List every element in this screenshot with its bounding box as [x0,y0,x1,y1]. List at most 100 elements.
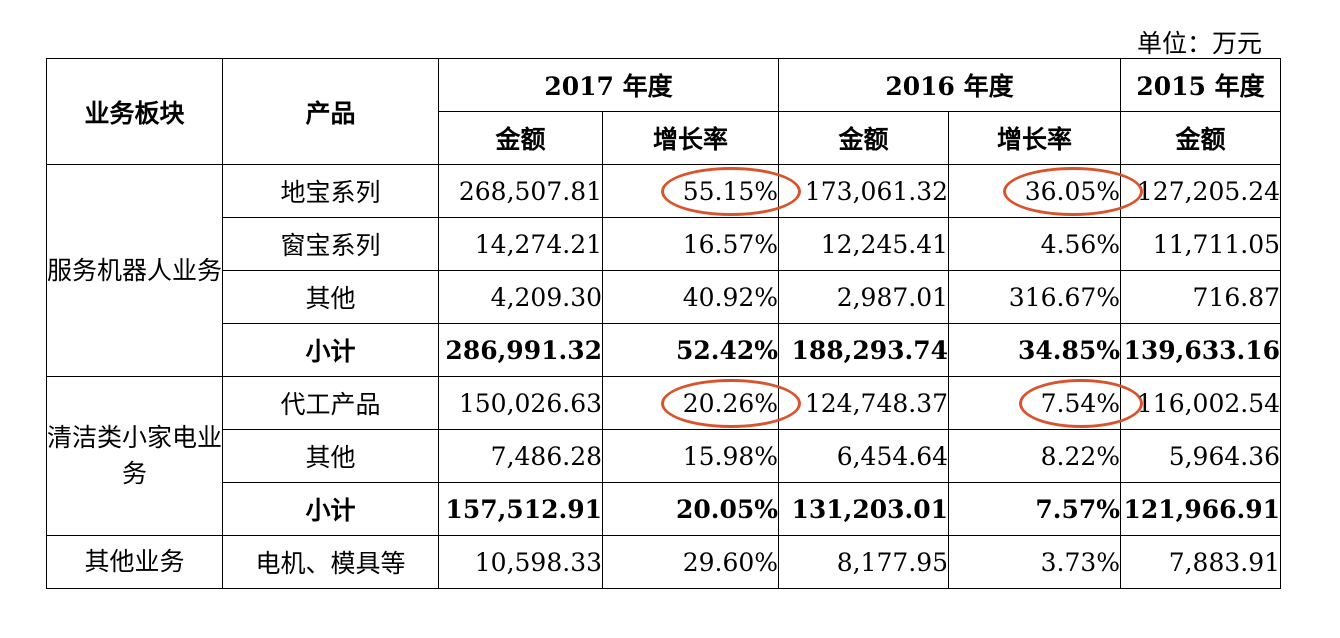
amount-2016-cell: 6,454.64 [778,429,950,483]
growth-2016-cell: 316.67% [948,270,1122,324]
amount-2016-value: 2,987.01 [836,282,949,312]
growth-2017-cell: 15.98% [601,429,780,483]
amount-2017-cell: 150,026.63 [438,376,603,430]
product-cell: 小计 [222,482,439,536]
amount-2016-cell: 188,293.74 [778,323,950,377]
header-2015-amount: 金额 [1120,111,1282,165]
growth-2017-value: 16.57% [682,229,779,259]
segment-cell: 服务机器人业务 [46,164,223,377]
product-cell: 电机、模具等 [222,535,439,589]
amount-2016-cell: 2,987.01 [778,270,950,324]
growth-2017-cell: 16.57% [601,217,780,271]
amount-2017-cell: 14,274.21 [438,217,603,271]
amount-2016-cell: 131,203.01 [778,482,950,536]
header-product: 产品 [222,58,439,165]
growth-2017-value: 55.15% [682,176,779,206]
growth-2017-value: 52.42% [675,335,779,365]
amount-2017-cell: 268,507.81 [438,164,603,218]
amount-2015-value: 716.87 [1192,282,1281,312]
amount-2017-value: 14,274.21 [474,229,602,259]
growth-2016-cell: 4.56% [948,217,1122,271]
header-2015: 2015 年度 [1120,58,1282,112]
amount-2016-value: 6,454.64 [836,441,949,471]
growth-2017-cell: 52.42% [601,323,780,377]
amount-2017-value: 268,507.81 [458,176,602,206]
amount-2016-value: 131,203.01 [791,494,949,524]
amount-2015-cell: 11,711.05 [1120,217,1282,271]
header-2016: 2016 年度 [778,58,1122,112]
amount-2015-value: 139,633.16 [1123,335,1281,365]
amount-2017-value: 157,512.91 [445,494,602,524]
growth-2017-value: 20.26% [682,388,779,418]
amount-2015-value: 7,883.91 [1168,547,1281,577]
amount-2015-cell: 139,633.16 [1120,323,1282,377]
amount-2016-value: 173,061.32 [804,176,949,206]
growth-2016-value: 3.73% [1040,547,1121,577]
amount-2016-cell: 124,748.37 [778,376,950,430]
amount-2016-cell: 12,245.41 [778,217,950,271]
table-row: 其他 4,209.30 40.92% 2,987.01 316.67% 716.87 [47,270,1282,324]
amount-2017-cell: 7,486.28 [438,429,603,483]
amount-2015-cell: 116,002.54 [1120,376,1282,430]
growth-2016-value: 4.56% [1040,229,1121,259]
growth-2016-cell: 7.57% [948,482,1122,536]
amount-2015-cell: 121,966.91 [1120,482,1282,536]
growth-2017-cell: 29.60% [601,535,780,589]
table-row: 窗宝系列 14,274.21 16.57% 12,245.41 4.56% 11,711.… [47,217,1282,271]
amount-2017-cell: 286,991.32 [438,323,603,377]
amount-2015-value: 127,205.24 [1136,176,1281,206]
growth-2017-value: 20.05% [675,494,779,524]
amount-2017-value: 286,991.32 [445,335,602,365]
amount-2017-value: 10,598.33 [474,547,602,577]
product-cell: 其他 [222,270,439,324]
product-cell: 窗宝系列 [222,217,439,271]
amount-2015-cell: 7,883.91 [1120,535,1282,589]
table-row: 服务机器人业务 地宝系列 268,507.81 55.15% 173,061.32 36.… [46,164,1282,377]
product-cell: 地宝系列 [222,164,439,218]
growth-2016-cell: 3.73% [948,535,1122,589]
product-cell: 其他 [222,429,439,483]
amount-2015-cell: 716.87 [1120,270,1282,324]
amount-2015-value: 121,966.91 [1123,494,1281,524]
segment-cell: 其他业务 [46,535,223,589]
header-2016-amount: 金额 [778,111,950,165]
header-2016-growth: 增长率 [948,111,1122,165]
amount-2016-value: 12,245.41 [820,229,949,259]
product-cell: 小计 [222,323,439,377]
growth-2017-cell: 40.92% [601,270,780,324]
amount-2016-cell: 173,061.32 [778,164,950,218]
amount-2017-value: 7,486.28 [490,441,602,471]
product-cell: 代工产品 [222,376,439,430]
amount-2016-value: 8,177.95 [836,547,949,577]
growth-2017-value: 29.60% [682,547,779,577]
growth-2017-value: 15.98% [682,441,779,471]
amount-2017-value: 150,026.63 [458,388,602,418]
header-2017-growth: 增长率 [601,111,780,165]
amount-2015-value: 116,002.54 [1136,388,1281,418]
amount-2016-value: 124,748.37 [804,388,949,418]
segment-cell: 清洁类小家电业务 [46,376,223,536]
table-body: 服务机器人业务 地宝系列 268,507.81 55.15% 173,061.32 36.… [46,164,1282,589]
subtotal-row: 小计 157,512.91 20.05% 131,203.01 7.57% 121,966… [47,482,1282,536]
growth-2017-cell: 20.05% [601,482,780,536]
header-segment: 业务板块 [46,58,223,165]
growth-2016-value: 7.57% [1035,494,1121,524]
growth-2016-value: 7.54% [1040,388,1121,418]
growth-2016-cell: 34.85% [948,323,1122,377]
financial-table: 业务板块 产品 2017 年度 2016 年度 2015 年度 金额 增长率 金… [46,58,1282,589]
amount-2016-cell: 8,177.95 [778,535,950,589]
table-row: 其他 7,486.28 15.98% 6,454.64 8.22% 5,964.36 [47,429,1282,483]
growth-2016-cell: 7.54% [948,376,1143,430]
subtotal-row: 小计 286,991.32 52.42% 188,293.74 34.85% 139,63… [47,323,1282,377]
header-2017-amount: 金额 [438,111,603,165]
table-row: 其他业务 电机、模具等 10,598.33 29.60% 8,177.95 3.73% 7,… [46,535,1282,589]
amount-2017-cell: 10,598.33 [438,535,603,589]
amount-2015-cell: 127,205.24 [1120,164,1282,218]
amount-2015-value: 5,964.36 [1168,441,1281,471]
amount-2015-cell: 5,964.36 [1120,429,1282,483]
header-2017: 2017 年度 [437,58,780,112]
growth-2017-cell: 55.15% [601,164,801,218]
growth-2017-value: 40.92% [682,282,779,312]
amount-2017-value: 4,209.30 [490,282,602,312]
table-row: 清洁类小家电业务 代工产品 150,026.63 20.26% 124,748.37 7.… [46,376,1282,536]
